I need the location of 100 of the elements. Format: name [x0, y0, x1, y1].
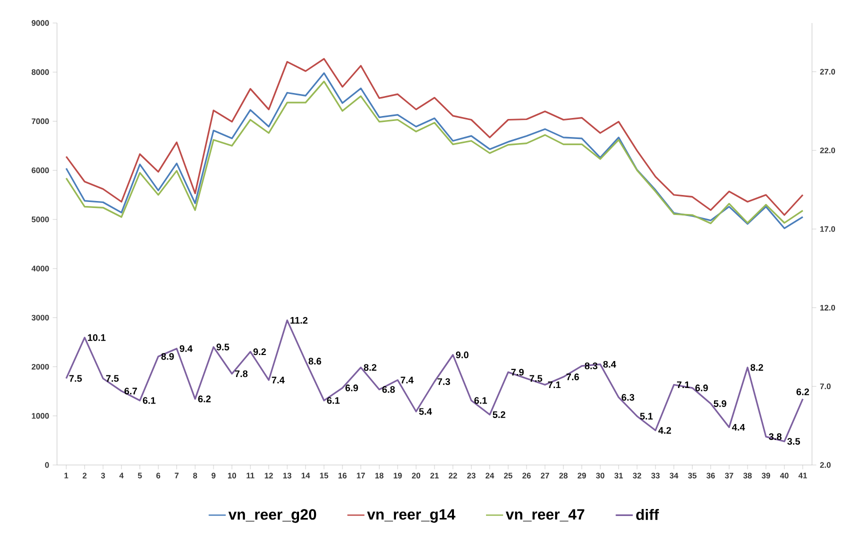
y-tick-label: 5000 [32, 216, 49, 222]
data-label: 8.4 [603, 360, 616, 368]
legend-label: vn_reer_g14 [367, 509, 456, 523]
x-tick-label: 41 [798, 472, 808, 478]
y-tick-label: 2000 [32, 364, 49, 370]
data-label: 7.3 [438, 378, 450, 385]
data-label: 11.2 [290, 316, 308, 324]
data-label: 7.5 [106, 375, 119, 382]
data-label: 7.5 [69, 375, 82, 382]
data-label: 7.4 [400, 376, 414, 384]
data-label: 8.2 [364, 364, 376, 371]
x-tick-label: 4 [119, 472, 124, 478]
data-label: 7.5 [530, 375, 542, 382]
x-tick-label: 9 [212, 472, 216, 478]
y2-tick-label: 7.0 [820, 384, 831, 390]
data-label: 7.1 [548, 381, 561, 388]
data-label: 6.2 [198, 396, 211, 402]
data-label: 4.2 [658, 427, 672, 434]
data-label: 5.9 [714, 400, 726, 408]
data-label: 6.9 [345, 384, 358, 392]
x-tick-label: 3 [101, 472, 105, 478]
legend-label: diff [636, 508, 659, 520]
data-label: 9.5 [216, 344, 230, 350]
data-label: 3.8 [768, 433, 782, 440]
x-tick-label: 27 [540, 472, 550, 478]
data-label: 7.4 [272, 376, 285, 384]
y-tick-label: 8000 [32, 69, 49, 75]
data-label: 6.1 [142, 397, 156, 404]
line-series [65, 58, 804, 216]
x-tick-label: 31 [614, 472, 623, 478]
x-tick-label: 24 [486, 472, 494, 478]
x-tick-label: 17 [356, 472, 365, 478]
x-tick-label: 20 [412, 472, 420, 478]
data-label: 6.9 [695, 384, 708, 392]
data-label: 4.4 [732, 424, 745, 431]
x-tick-label: 33 [651, 472, 660, 478]
legend-label: vn_reer_g20 [228, 509, 316, 523]
x-tick-label: 37 [724, 472, 734, 478]
y2-tick-label: 22.0 [820, 148, 836, 154]
x-tick-label: 7 [174, 472, 179, 478]
x-tick-label: 12 [264, 472, 273, 478]
y-tick-label: 3000 [32, 314, 49, 320]
x-tick-label: 36 [706, 472, 715, 478]
x-tick-label: 2 [82, 472, 87, 478]
data-label: 5.4 [419, 408, 432, 415]
x-tick-label: 25 [504, 472, 512, 478]
data-label: 6.2 [796, 388, 810, 396]
data-label: 6.7 [124, 388, 137, 394]
y2-tick-label: 27.0 [820, 68, 836, 75]
x-tick-label: 40 [780, 472, 788, 478]
y-tick-label: 1000 [32, 413, 49, 419]
x-tick-label: 23 [467, 472, 476, 478]
data-label: 3.5 [787, 438, 800, 445]
x-tick-label: 8 [193, 472, 198, 478]
data-label: 6.3 [622, 394, 634, 401]
x-tick-label: 15 [320, 472, 328, 478]
data-label: 8.9 [161, 353, 174, 360]
x-tick-label: 39 [762, 472, 770, 478]
x-tick-label: 29 [578, 472, 586, 478]
data-label: 8.2 [750, 364, 764, 371]
y2-tick-label: 12.0 [820, 304, 836, 311]
data-label: 5.1 [640, 412, 653, 420]
x-tick-label: 14 [302, 472, 310, 478]
data-label: 9.4 [180, 345, 193, 352]
data-label: 9.0 [456, 352, 468, 358]
x-tick-label: 26 [522, 472, 531, 478]
data-label: 6.8 [382, 386, 395, 393]
x-tick-label: 35 [688, 472, 697, 478]
x-tick-label: 5 [138, 472, 142, 478]
x-tick-label: 32 [632, 472, 642, 478]
x-tick-label: 1 [64, 472, 68, 478]
data-label: 6.1 [327, 397, 340, 404]
y-tick-label: 0 [45, 462, 49, 468]
data-label: 7.6 [566, 374, 579, 380]
x-tick-label: 16 [338, 472, 347, 478]
x-tick-label: 10 [228, 472, 236, 478]
legend-label: vn_reer_47 [506, 509, 584, 522]
y-tick-label: 7000 [32, 118, 49, 124]
y-tick-label: 4000 [32, 266, 49, 272]
x-tick-label: 38 [743, 472, 752, 478]
x-tick-label: 22 [448, 472, 458, 478]
x-tick-label: 28 [559, 472, 568, 478]
data-label: 5.2 [492, 411, 506, 418]
y-tick-label: 6000 [32, 168, 49, 174]
data-label: 7.8 [235, 370, 248, 378]
x-tick-label: 21 [430, 472, 439, 478]
x-tick-label: 11 [246, 472, 254, 478]
x-tick-label: 19 [394, 472, 402, 478]
y2-tick-label: 17.0 [820, 226, 836, 232]
data-label: 8.6 [308, 358, 322, 365]
x-tick-label: 18 [375, 472, 384, 478]
data-label: 6.1 [474, 397, 487, 404]
data-label: 10.1 [88, 334, 106, 341]
data-label: 9.2 [253, 348, 266, 356]
y2-tick-label: 2.0 [820, 462, 831, 468]
data-label: 7.9 [511, 368, 524, 376]
x-tick-label: 13 [283, 472, 292, 478]
y-tick-label: 9000 [32, 20, 49, 26]
x-tick-label: 34 [670, 472, 678, 478]
x-tick-label: 30 [596, 472, 604, 478]
